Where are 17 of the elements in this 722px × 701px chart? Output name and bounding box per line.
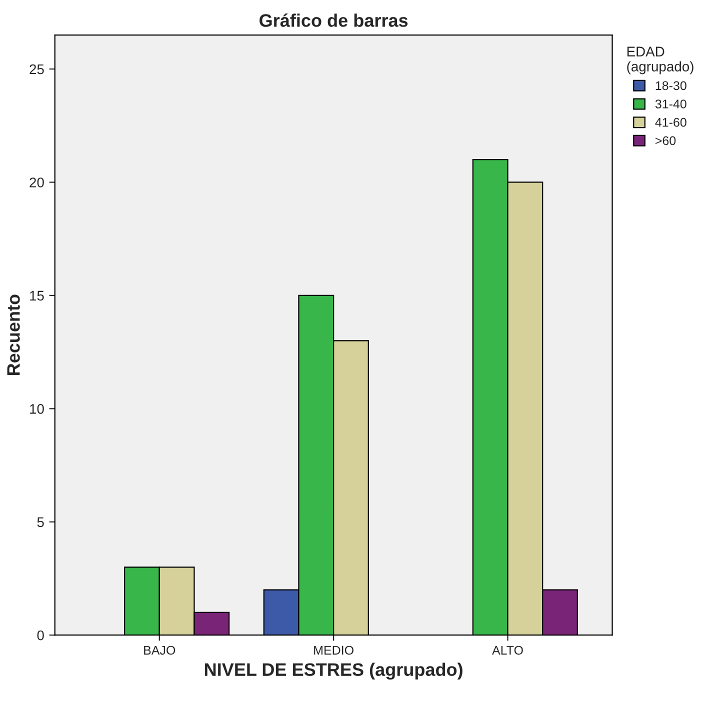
chart-title: Gráfico de barras xyxy=(260,13,408,27)
legend-label: 41-60 xyxy=(655,118,686,127)
y-tick-label: 20 xyxy=(30,178,44,188)
x-tick-label: MEDIO xyxy=(314,646,354,655)
legend-title: EDAD (agrupado) xyxy=(627,46,694,74)
y-tick-label: 25 xyxy=(30,64,44,74)
x-tick-label: ALTO xyxy=(492,646,523,655)
y-tick-label: 15 xyxy=(30,290,44,301)
y-tick-label: 0 xyxy=(37,630,44,640)
y-tick-label: 5 xyxy=(37,517,44,528)
y-tick-label: 10 xyxy=(30,404,44,414)
x-tick-label: BAJO xyxy=(144,646,176,655)
legend-label: 31-40 xyxy=(655,100,686,108)
legend-label: 18-30 xyxy=(656,81,686,90)
y-axis-title: Recuento xyxy=(7,294,20,375)
legend-label: >60 xyxy=(656,136,676,146)
x-axis-title: NIVEL DE ESTRES (agrupado) xyxy=(205,662,462,680)
